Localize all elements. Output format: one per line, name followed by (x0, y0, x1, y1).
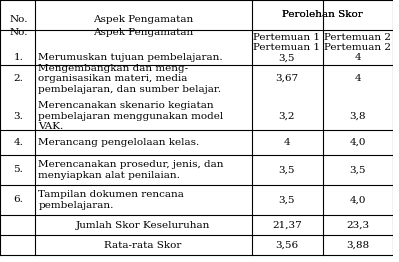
Text: 3,67: 3,67 (275, 74, 298, 83)
Text: 4,0: 4,0 (350, 195, 366, 205)
Text: 3,2: 3,2 (279, 112, 295, 121)
Text: Pertemuan 2: Pertemuan 2 (324, 32, 391, 41)
Text: 3,8: 3,8 (350, 112, 366, 121)
Text: Merancang pengelolaan kelas.: Merancang pengelolaan kelas. (38, 138, 200, 147)
Text: Perolehan Skor: Perolehan Skor (282, 10, 363, 19)
Text: No.: No. (9, 28, 28, 37)
Text: 3,56: 3,56 (275, 241, 298, 249)
Text: 3,5: 3,5 (350, 166, 366, 174)
Text: 6.: 6. (13, 195, 23, 205)
Text: Merumuskan tujuan pembelajaran.: Merumuskan tujuan pembelajaran. (38, 53, 223, 62)
Text: 4: 4 (283, 138, 290, 147)
Text: 3,88: 3,88 (346, 241, 369, 249)
Text: 2.: 2. (13, 74, 23, 83)
Text: 1.: 1. (13, 53, 23, 62)
Text: 3,5: 3,5 (279, 166, 295, 174)
Text: 4.: 4. (13, 138, 23, 147)
Text: Merencanakan skenario kegiatan
pembelajaran menggunakan model
VAK.: Merencanakan skenario kegiatan pembelaja… (38, 101, 223, 131)
Text: 21,37: 21,37 (272, 221, 302, 230)
Text: Rata-rata Skor: Rata-rata Skor (104, 241, 182, 249)
Text: 3.: 3. (13, 112, 23, 121)
Text: 3,5: 3,5 (279, 195, 295, 205)
Text: Perolehan Skor: Perolehan Skor (282, 10, 363, 19)
Text: Merencanakan prosedur, jenis, dan
menyiapkan alat penilaian.: Merencanakan prosedur, jenis, dan menyia… (38, 160, 224, 180)
Text: 23,3: 23,3 (346, 221, 369, 230)
Text: Pertemuan 2: Pertemuan 2 (324, 43, 391, 52)
Text: Mengembangkan dan meng-
organisasikan materi, media
pembelajaran, dan sumber bel: Mengembangkan dan meng- organisasikan ma… (38, 64, 221, 94)
Text: Aspek Pengamatan: Aspek Pengamatan (93, 15, 193, 24)
Text: Jumlah Skor Keseluruhan: Jumlah Skor Keseluruhan (76, 221, 210, 230)
Text: Aspek Pengamatan: Aspek Pengamatan (93, 28, 193, 37)
Text: No.: No. (9, 15, 28, 24)
Text: 4: 4 (355, 53, 361, 62)
Text: Pertemuan 1: Pertemuan 1 (253, 43, 320, 52)
Text: 4,0: 4,0 (350, 138, 366, 147)
Text: Pertemuan 1: Pertemuan 1 (253, 32, 320, 41)
Text: Tampilan dokumen rencana
pembelajaran.: Tampilan dokumen rencana pembelajaran. (38, 190, 184, 210)
Text: 5.: 5. (13, 166, 23, 174)
Text: 3,5: 3,5 (279, 53, 295, 62)
Text: 4: 4 (355, 74, 361, 83)
